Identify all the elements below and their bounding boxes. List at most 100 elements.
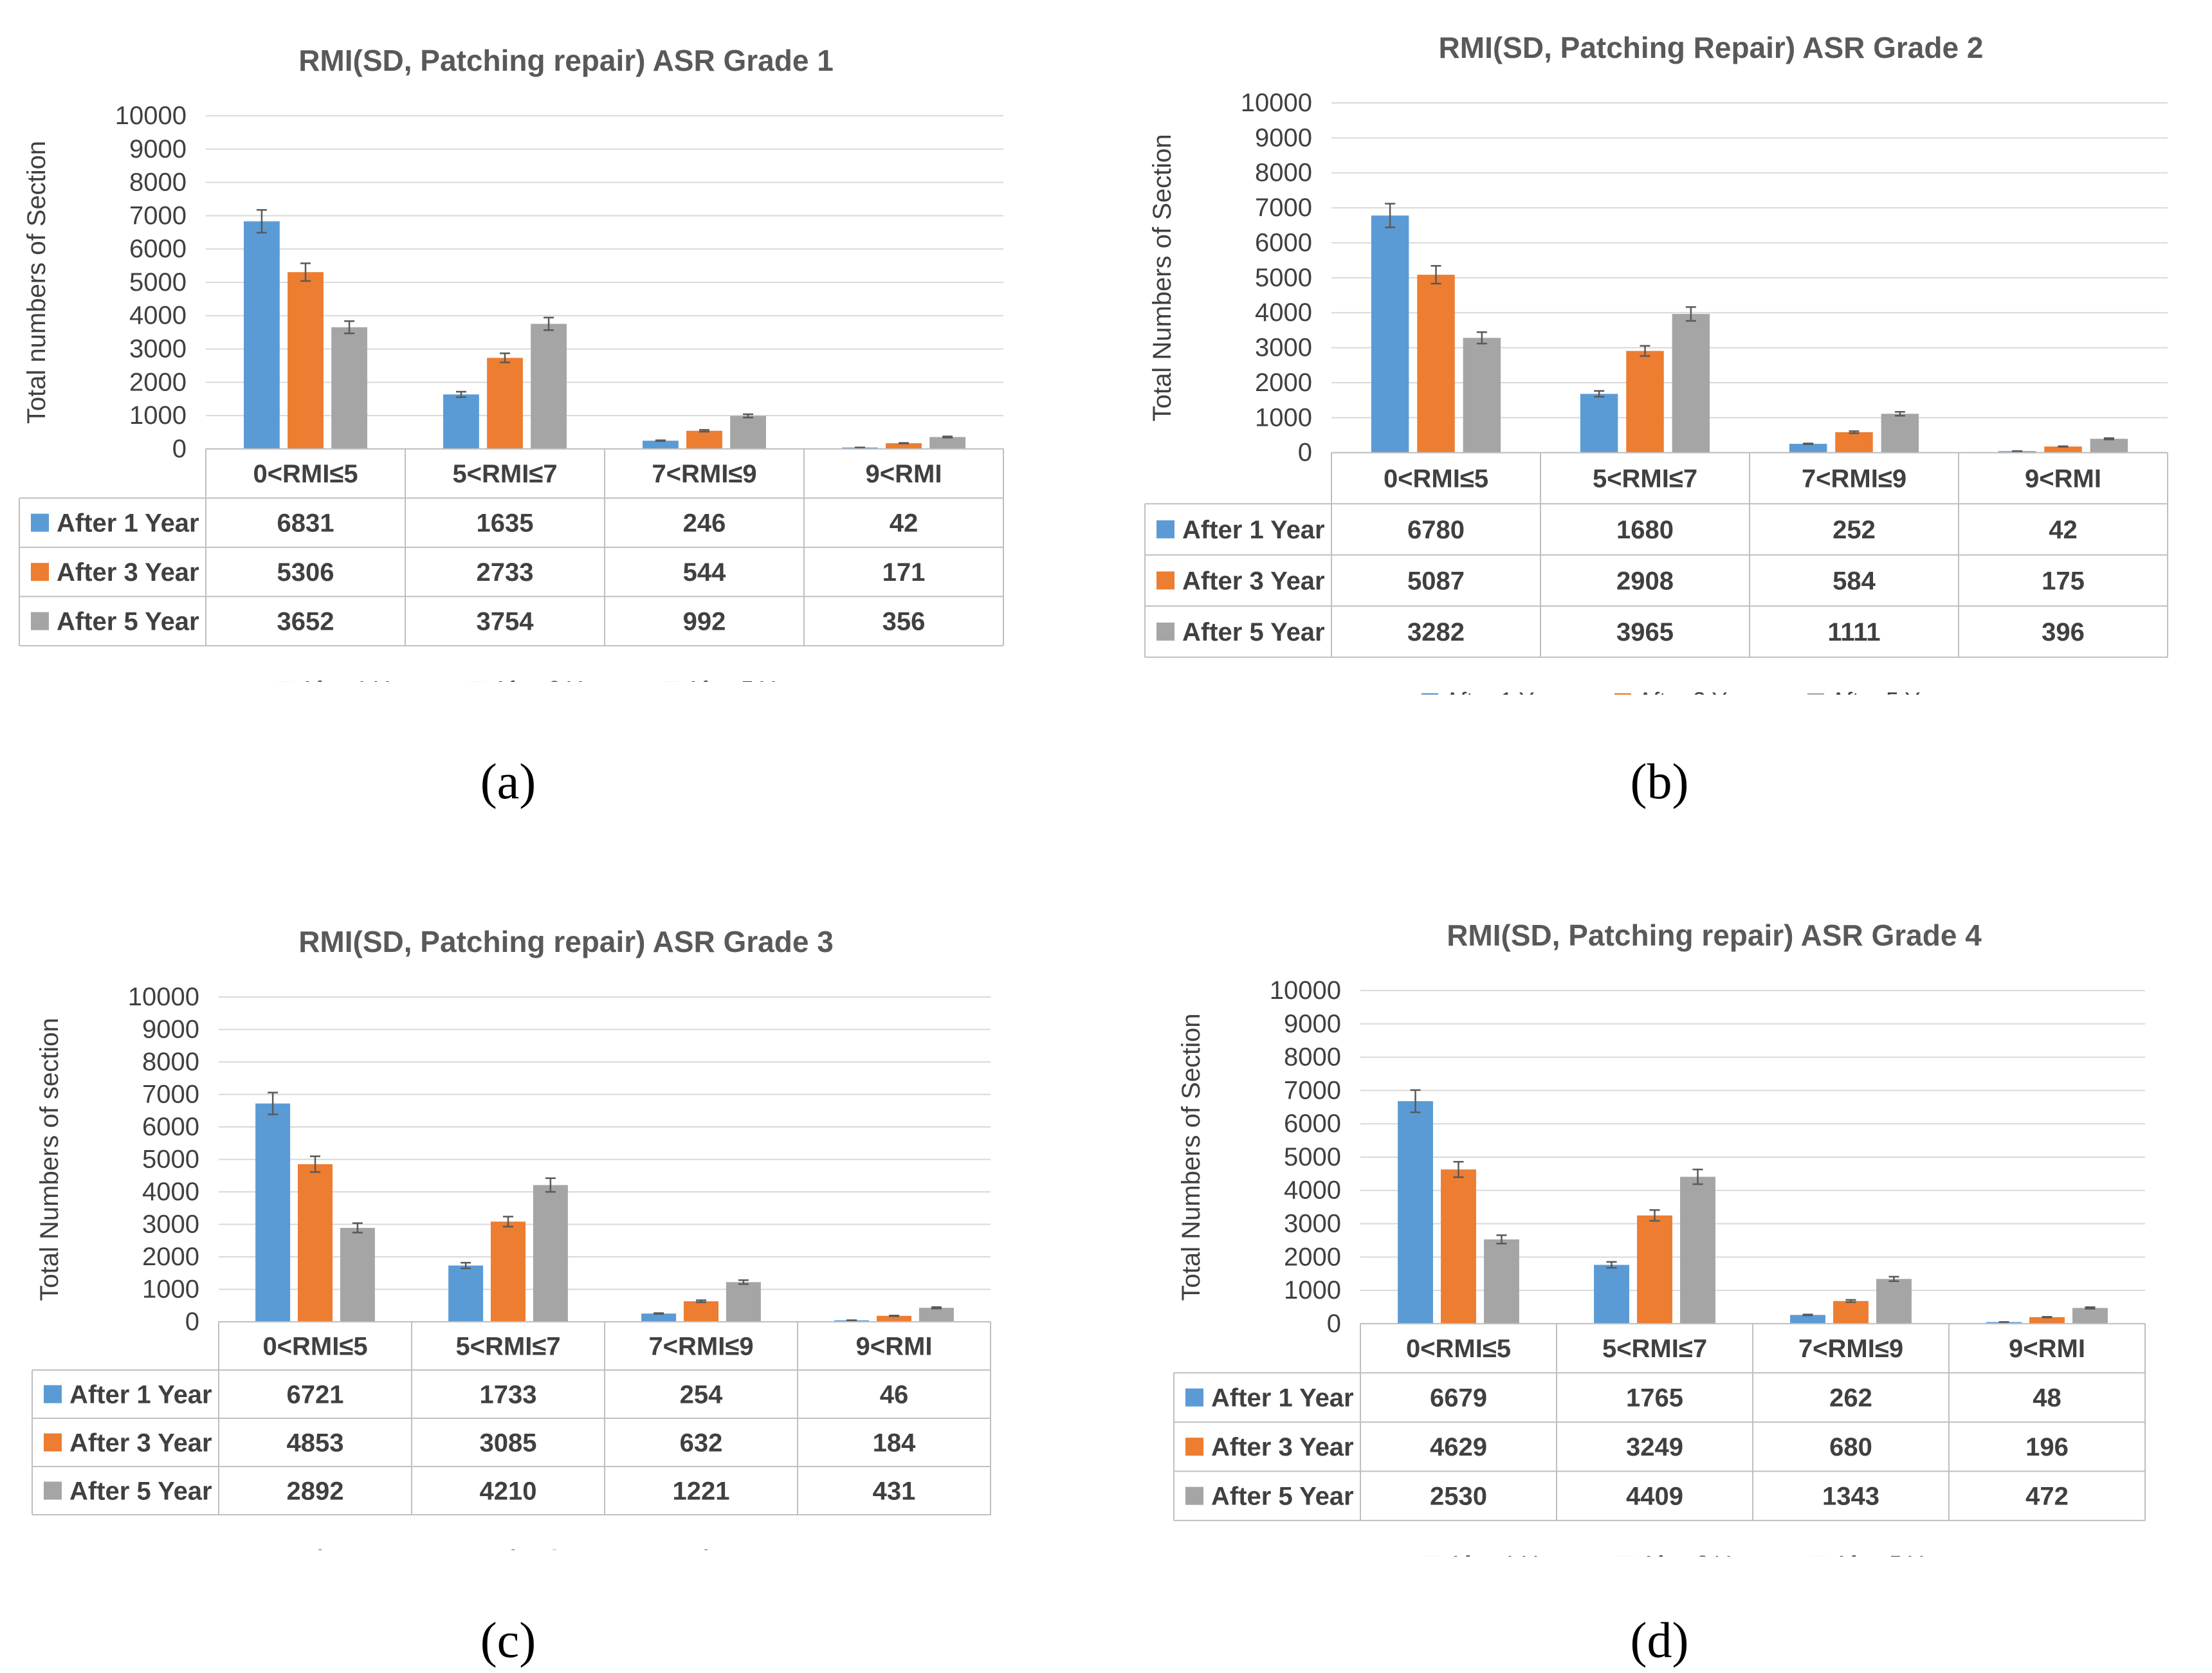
chart-panel-d: RMI(SD, Patching repair) ASR Grade 4 Tota… bbox=[1167, 900, 2171, 1557]
y-axis-label: Total numbers of Section bbox=[23, 141, 51, 424]
bar bbox=[1441, 1169, 1476, 1324]
legend-label: After 5 Year bbox=[1831, 688, 1951, 695]
table-legend-key bbox=[31, 612, 49, 630]
data-label: 262 bbox=[1829, 1384, 1872, 1412]
chart-a-svg: RMI(SD, Patching repair) ASR Grade 1 Tota… bbox=[19, 44, 1004, 682]
y-tick-label: 7000 bbox=[1255, 194, 1312, 222]
chart-panel-c: RMI(SD, Patching repair) ASR Grade 3 Tota… bbox=[26, 907, 1016, 1550]
table-legend-key bbox=[1185, 1486, 1203, 1505]
data-label: 175 bbox=[2042, 567, 2085, 595]
bar bbox=[730, 416, 766, 449]
bar bbox=[531, 324, 567, 449]
table-series-name: After 1 Year bbox=[1211, 1384, 1354, 1412]
data-label: 1635 bbox=[477, 509, 534, 538]
x-tick-label: 9<RMI bbox=[2025, 464, 2101, 493]
table-legend-key bbox=[1156, 622, 1175, 641]
bar bbox=[288, 272, 324, 449]
data-label: 544 bbox=[683, 558, 726, 587]
legend-label: After 1 Year bbox=[300, 1545, 421, 1550]
chart-title: RMI(SD, Patching repair) ASR Grade 4 bbox=[1447, 919, 1982, 952]
y-tick-label: 10000 bbox=[1241, 89, 1312, 117]
data-label: 184 bbox=[873, 1429, 916, 1458]
bar bbox=[255, 1103, 291, 1322]
bar bbox=[1672, 314, 1710, 453]
data-label: 5306 bbox=[277, 558, 334, 587]
bar bbox=[643, 441, 679, 449]
chart-b-svg: RMI(SD, Patching Repair) ASR Grade 2 Tota… bbox=[1144, 31, 2168, 695]
table-series-name: After 5 Year bbox=[1211, 1483, 1354, 1511]
data-label: 431 bbox=[873, 1477, 916, 1506]
bar bbox=[244, 221, 280, 449]
data-label: 632 bbox=[680, 1429, 723, 1458]
y-tick-label: 7000 bbox=[129, 201, 187, 230]
data-label: 3652 bbox=[277, 608, 334, 636]
table-series-name: After 5 Year bbox=[57, 608, 199, 636]
bar bbox=[686, 430, 722, 449]
data-label: 4853 bbox=[287, 1429, 344, 1458]
table-legend-key bbox=[44, 1385, 62, 1403]
x-tick-label: 9<RMI bbox=[2009, 1335, 2085, 1363]
table-series-name: After 3 Year bbox=[1211, 1433, 1354, 1461]
table-series-name: After 5 Year bbox=[1182, 618, 1325, 646]
table-legend-key bbox=[1156, 520, 1175, 538]
bar bbox=[2072, 1308, 2108, 1324]
legend-label: After 3 Year bbox=[1641, 1551, 1762, 1557]
bar bbox=[448, 1265, 484, 1322]
data-label: 5087 bbox=[1407, 567, 1465, 595]
bar bbox=[1637, 1215, 1672, 1324]
data-label: 6721 bbox=[287, 1381, 344, 1409]
data-label: 356 bbox=[882, 608, 926, 636]
bar bbox=[1484, 1239, 1519, 1324]
table-series-name: After 1 Year bbox=[57, 509, 199, 538]
y-tick-label: 9000 bbox=[129, 135, 187, 163]
data-label: 3282 bbox=[1407, 618, 1465, 646]
y-tick-label: 10000 bbox=[128, 983, 199, 1011]
bar bbox=[1835, 432, 1873, 453]
data-label: 1111 bbox=[1827, 618, 1880, 646]
x-tick-label: 5<RMI≤7 bbox=[452, 460, 557, 488]
x-tick-label: 7<RMI≤9 bbox=[1798, 1335, 1903, 1363]
table-legend-key bbox=[44, 1481, 62, 1500]
data-label: 3085 bbox=[480, 1429, 537, 1458]
data-label: 396 bbox=[2042, 618, 2085, 646]
data-label: 3754 bbox=[477, 608, 535, 636]
legend-label: After 3 Year bbox=[493, 1545, 614, 1550]
caption-d: (d) bbox=[1630, 1612, 1689, 1668]
data-label: 2908 bbox=[1616, 567, 1674, 595]
caption-a: (a) bbox=[480, 753, 536, 809]
chart-panel-b: RMI(SD, Patching Repair) ASR Grade 2 Tota… bbox=[1138, 13, 2193, 695]
table-legend-key bbox=[1185, 1438, 1203, 1456]
y-tick-label: 3000 bbox=[1284, 1210, 1341, 1238]
data-label: 584 bbox=[1833, 567, 1876, 595]
bar bbox=[886, 443, 922, 449]
chart-d-svg: RMI(SD, Patching repair) ASR Grade 4 Tota… bbox=[1173, 919, 2146, 1557]
data-label: 2892 bbox=[287, 1477, 344, 1506]
bar bbox=[1626, 351, 1664, 453]
data-label: 196 bbox=[2025, 1433, 2069, 1461]
data-label: 6831 bbox=[277, 509, 334, 538]
y-tick-label: 3000 bbox=[1255, 334, 1312, 362]
data-label: 246 bbox=[683, 509, 726, 538]
y-tick-label: 2000 bbox=[129, 368, 187, 396]
y-tick-label: 3000 bbox=[142, 1211, 199, 1239]
data-label: 680 bbox=[1829, 1433, 1872, 1461]
y-tick-label: 8000 bbox=[142, 1048, 199, 1076]
legend-label: After 1 Year bbox=[300, 676, 421, 682]
x-tick-label: 9<RMI bbox=[856, 1333, 933, 1361]
legend-key bbox=[1807, 693, 1824, 695]
y-tick-label: 1000 bbox=[129, 401, 187, 430]
bar bbox=[1789, 443, 1827, 453]
data-label: 4409 bbox=[1626, 1483, 1683, 1511]
legend-label: After 1 Year bbox=[1448, 1551, 1569, 1557]
y-tick-label: 2000 bbox=[1284, 1243, 1341, 1271]
y-tick-label: 9000 bbox=[142, 1016, 199, 1044]
data-label: 46 bbox=[880, 1381, 909, 1409]
bar bbox=[1398, 1101, 1433, 1324]
data-label: 1680 bbox=[1616, 516, 1674, 544]
bar bbox=[1371, 215, 1409, 453]
data-label: 42 bbox=[2049, 516, 2078, 544]
y-tick-label: 7000 bbox=[1284, 1076, 1341, 1104]
y-tick-label: 4000 bbox=[142, 1178, 199, 1206]
data-label: 472 bbox=[2025, 1483, 2069, 1511]
data-label: 6780 bbox=[1407, 516, 1465, 544]
